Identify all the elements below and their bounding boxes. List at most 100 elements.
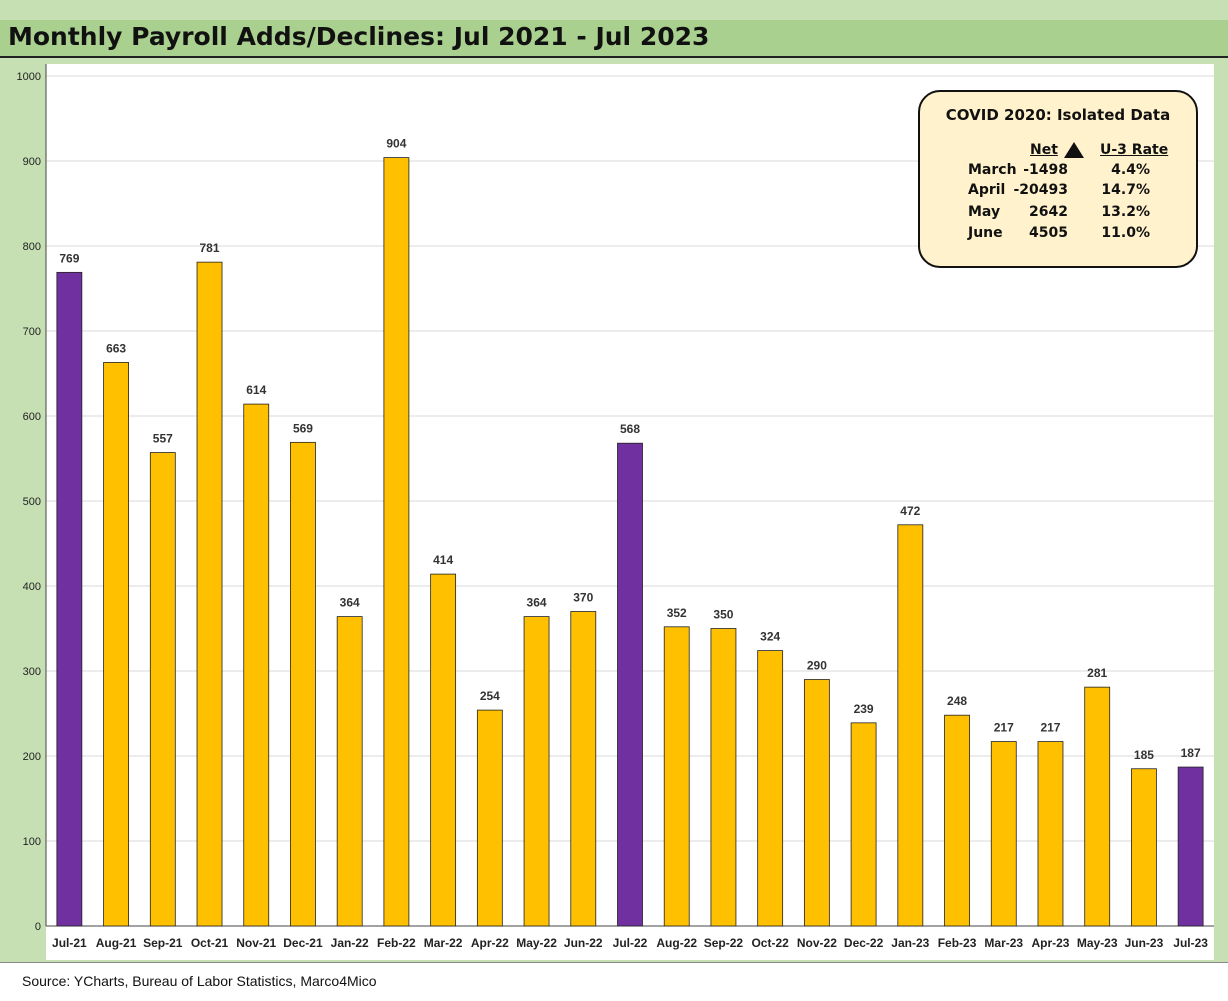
data-label: 663 xyxy=(106,341,126,355)
covid-net: -20493 xyxy=(1013,182,1068,198)
x-tick-label: Sep-22 xyxy=(704,936,744,950)
bar xyxy=(757,650,784,927)
x-tick-label: Apr-22 xyxy=(471,936,509,950)
x-tick-label: Nov-22 xyxy=(797,936,837,950)
covid-row: May 2642 13.2% xyxy=(920,204,1196,225)
data-label: 769 xyxy=(59,251,79,265)
x-tick-label: Feb-23 xyxy=(938,936,977,950)
data-label: 187 xyxy=(1181,746,1201,760)
y-tick-label: 300 xyxy=(23,666,41,678)
data-label: 568 xyxy=(620,422,640,436)
x-tick-label: Oct-21 xyxy=(191,936,229,950)
bar xyxy=(196,261,223,927)
data-label: 414 xyxy=(433,553,453,567)
bar xyxy=(710,628,737,927)
data-label: 239 xyxy=(854,702,874,716)
bar xyxy=(523,616,550,927)
data-label: 472 xyxy=(900,504,920,518)
source-note: Source: YCharts, Bureau of Labor Statist… xyxy=(22,973,377,989)
x-tick-label: Mar-22 xyxy=(424,936,463,950)
bar xyxy=(103,362,129,927)
y-tick-label: 1000 xyxy=(17,71,41,83)
bar xyxy=(803,679,830,927)
data-label: 370 xyxy=(573,591,593,605)
x-tick-label: Jan-22 xyxy=(331,936,369,950)
x-tick-label: Dec-21 xyxy=(283,936,323,950)
x-tick-label: Oct-22 xyxy=(751,936,789,950)
covid-row: June 4505 11.0% xyxy=(920,225,1196,246)
x-tick-label: Apr-23 xyxy=(1031,936,1069,950)
bar xyxy=(290,441,316,927)
covid-data-box: COVID 2020: Isolated Data Net U-3 Rate M… xyxy=(918,90,1198,268)
x-tick-label: Sep-21 xyxy=(143,936,183,950)
y-tick-label: 200 xyxy=(23,751,41,763)
data-label: 324 xyxy=(760,630,780,644)
bar xyxy=(56,271,83,927)
bar xyxy=(663,626,690,927)
covid-rate: 4.4% xyxy=(1111,162,1150,178)
covid-header-net: Net xyxy=(1030,142,1058,158)
title-bar: Monthly Payroll Adds/Declines: Jul 2021 … xyxy=(0,20,1228,58)
source-bar: Source: YCharts, Bureau of Labor Statist… xyxy=(0,962,1228,1001)
covid-box-title: COVID 2020: Isolated Data xyxy=(945,106,1171,124)
data-label: 290 xyxy=(807,659,827,673)
x-tick-label: Nov-21 xyxy=(236,936,276,950)
bar xyxy=(336,616,363,927)
y-tick-label: 500 xyxy=(23,496,41,508)
bar xyxy=(897,524,924,927)
covid-net: 4505 xyxy=(1029,225,1068,241)
data-label: 254 xyxy=(480,689,500,703)
covid-month: March xyxy=(968,162,1017,178)
covid-row: March -1498 4.4% xyxy=(920,162,1196,183)
bar xyxy=(476,709,503,927)
bar xyxy=(243,403,270,927)
bar xyxy=(944,714,970,927)
x-tick-label: Jun-23 xyxy=(1125,936,1164,950)
data-label: 614 xyxy=(246,383,266,397)
bar xyxy=(990,741,1017,927)
data-label: 248 xyxy=(947,694,967,708)
covid-rate: 14.7% xyxy=(1101,182,1150,198)
x-tick-label: Jan-23 xyxy=(891,936,929,950)
data-label: 217 xyxy=(1040,721,1060,735)
bar xyxy=(1177,766,1204,927)
y-tick-label: 100 xyxy=(23,836,41,848)
covid-row: April -20493 14.7% xyxy=(920,182,1196,203)
y-tick-label: 800 xyxy=(23,241,41,253)
data-label: 281 xyxy=(1087,666,1107,680)
y-tick-label: 0 xyxy=(35,921,41,933)
data-label: 569 xyxy=(293,421,313,435)
y-tick-label: 700 xyxy=(23,326,41,338)
chart-title: Monthly Payroll Adds/Declines: Jul 2021 … xyxy=(8,22,710,51)
x-tick-label: Jul-21 xyxy=(52,936,87,950)
bar xyxy=(430,573,457,927)
bar xyxy=(570,611,597,927)
bar xyxy=(1084,686,1111,927)
data-label: 364 xyxy=(527,596,547,610)
covid-month: May xyxy=(968,204,1001,220)
x-tick-label: Jul-23 xyxy=(1173,936,1208,950)
data-label: 781 xyxy=(200,241,220,255)
x-tick-label: Feb-22 xyxy=(377,936,416,950)
bar xyxy=(850,722,877,927)
y-tick-label: 400 xyxy=(23,581,41,593)
y-tick-label: 600 xyxy=(23,411,41,423)
covid-month: June xyxy=(968,225,1003,241)
data-label: 364 xyxy=(340,596,360,610)
data-label: 557 xyxy=(153,432,173,446)
x-tick-label: May-22 xyxy=(516,936,557,950)
x-tick-label: Mar-23 xyxy=(984,936,1023,950)
bar xyxy=(1037,741,1064,927)
x-tick-label: May-23 xyxy=(1077,936,1118,950)
data-label: 185 xyxy=(1134,748,1154,762)
x-tick-label: Jul-22 xyxy=(613,936,648,950)
covid-net: -1498 xyxy=(1023,162,1068,178)
data-label: 217 xyxy=(994,721,1014,735)
bar xyxy=(617,442,643,927)
triangle-up-icon xyxy=(1064,142,1084,158)
data-label: 904 xyxy=(386,137,406,151)
y-tick-label: 900 xyxy=(23,156,41,168)
bar xyxy=(149,452,176,927)
bar xyxy=(383,157,410,927)
